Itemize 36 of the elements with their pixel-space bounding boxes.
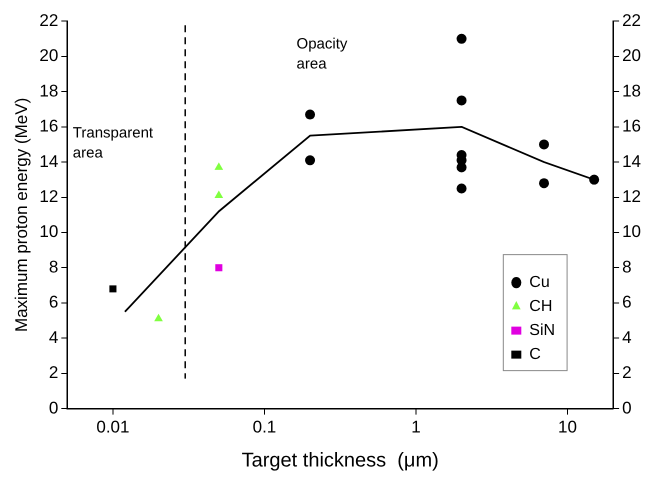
y-tick-label: 4 xyxy=(48,328,58,347)
y2-tick-label: 12 xyxy=(622,186,642,206)
annotation: Opacity area xyxy=(296,35,348,72)
x-tick-label: 10 xyxy=(558,417,577,436)
y2-tick-label: 10 xyxy=(622,222,642,242)
y-tick-label: 14 xyxy=(39,152,58,171)
x-tick-label: 1 xyxy=(411,417,421,436)
legend-label: CH xyxy=(529,298,552,316)
y2-tick-label: 22 xyxy=(622,10,642,30)
legend-label: C xyxy=(529,346,541,364)
y2-tick-label: 2 xyxy=(622,363,632,382)
y2-tick-label: 6 xyxy=(622,292,632,312)
y2-tick-label: 18 xyxy=(622,81,642,100)
legend-label: SiN xyxy=(529,322,556,340)
y2-tick-label: 20 xyxy=(622,46,642,66)
x-tick-label: 0.01 xyxy=(96,417,130,436)
y2-tick-label: 8 xyxy=(622,257,632,276)
y-tick-label: 22 xyxy=(39,10,58,30)
legend-label: Cu xyxy=(529,274,550,292)
y-tick-label: 16 xyxy=(39,116,58,136)
x-axis-title: Target thickness (μm) xyxy=(242,450,439,472)
y2-tick-label: 4 xyxy=(622,328,632,347)
y-axis-title: Maximum proton energy (MeV) xyxy=(12,98,31,332)
y-tick-label: 20 xyxy=(39,46,58,66)
annotation: Transparent area xyxy=(72,124,154,162)
y2-tick-label: 16 xyxy=(622,116,642,136)
y2-tick-label: 14 xyxy=(622,152,642,171)
y2-tick-label: 0 xyxy=(622,398,632,418)
y-tick-label: 2 xyxy=(48,363,58,382)
y-tick-label: 12 xyxy=(39,186,58,206)
x-tick-label: 0.1 xyxy=(252,417,276,436)
y-tick-label: 0 xyxy=(48,398,58,418)
y-tick-label: 8 xyxy=(48,257,58,276)
y-tick-label: 18 xyxy=(39,81,58,100)
y-tick-label: 6 xyxy=(48,292,58,312)
y-tick-label: 10 xyxy=(39,222,58,242)
